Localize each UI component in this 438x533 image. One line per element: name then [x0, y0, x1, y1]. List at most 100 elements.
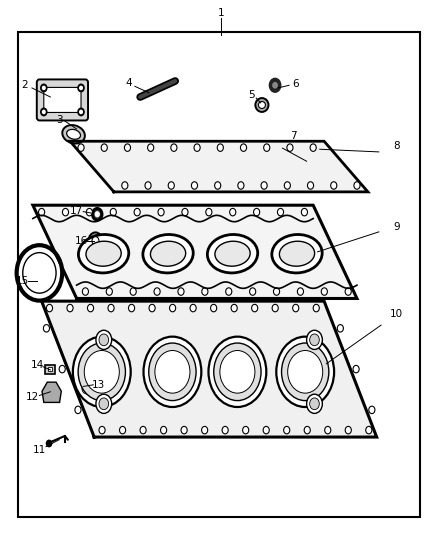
Circle shape: [313, 304, 319, 312]
Circle shape: [369, 406, 375, 414]
Circle shape: [282, 343, 329, 401]
Circle shape: [99, 334, 109, 346]
Circle shape: [99, 426, 105, 434]
Text: 4: 4: [126, 78, 133, 87]
Circle shape: [171, 144, 177, 151]
Circle shape: [220, 351, 255, 393]
Circle shape: [59, 366, 65, 373]
Circle shape: [86, 208, 92, 216]
Circle shape: [277, 208, 283, 216]
Circle shape: [148, 144, 154, 151]
Ellipse shape: [150, 241, 186, 266]
Circle shape: [222, 426, 228, 434]
Circle shape: [155, 351, 190, 393]
Ellipse shape: [272, 235, 322, 273]
Circle shape: [17, 245, 62, 301]
Polygon shape: [42, 301, 377, 437]
Circle shape: [149, 304, 155, 312]
Circle shape: [80, 86, 82, 90]
Circle shape: [42, 86, 45, 90]
Circle shape: [345, 288, 351, 295]
Circle shape: [273, 83, 277, 88]
Circle shape: [240, 144, 247, 151]
Text: 2: 2: [21, 80, 28, 90]
Circle shape: [140, 426, 146, 434]
Circle shape: [158, 208, 164, 216]
Circle shape: [88, 232, 102, 249]
Circle shape: [215, 182, 221, 189]
Circle shape: [23, 253, 56, 293]
Text: 14: 14: [31, 360, 44, 370]
Circle shape: [304, 426, 310, 434]
Circle shape: [288, 351, 323, 393]
Circle shape: [345, 426, 351, 434]
Polygon shape: [33, 205, 357, 298]
Circle shape: [321, 288, 327, 295]
Text: 13: 13: [92, 380, 105, 390]
Text: 15: 15: [16, 277, 29, 286]
Text: 9: 9: [393, 222, 400, 231]
Circle shape: [276, 337, 334, 407]
Ellipse shape: [86, 241, 121, 266]
Ellipse shape: [258, 101, 265, 109]
Circle shape: [67, 304, 73, 312]
Circle shape: [226, 288, 232, 295]
Circle shape: [75, 406, 81, 414]
Circle shape: [354, 182, 360, 189]
Circle shape: [201, 426, 208, 434]
Circle shape: [231, 304, 237, 312]
Circle shape: [99, 398, 109, 410]
Circle shape: [251, 304, 258, 312]
Circle shape: [325, 426, 331, 434]
Circle shape: [149, 343, 196, 401]
Circle shape: [94, 381, 101, 389]
Circle shape: [161, 426, 167, 434]
Circle shape: [307, 182, 314, 189]
Circle shape: [261, 182, 267, 189]
Ellipse shape: [255, 98, 268, 112]
Circle shape: [297, 288, 304, 295]
Ellipse shape: [279, 241, 314, 266]
Circle shape: [214, 343, 261, 401]
Circle shape: [170, 304, 176, 312]
Circle shape: [78, 377, 95, 399]
Circle shape: [78, 84, 84, 92]
Circle shape: [310, 334, 319, 346]
Circle shape: [353, 366, 359, 373]
Circle shape: [272, 304, 278, 312]
Circle shape: [208, 337, 266, 407]
Ellipse shape: [215, 241, 250, 266]
Circle shape: [254, 208, 260, 216]
Circle shape: [331, 182, 337, 189]
Circle shape: [82, 382, 92, 394]
Text: 5: 5: [248, 90, 255, 100]
Circle shape: [96, 330, 112, 350]
Circle shape: [181, 426, 187, 434]
Text: 7: 7: [290, 131, 297, 141]
Circle shape: [73, 337, 131, 407]
Polygon shape: [70, 141, 368, 192]
Circle shape: [269, 78, 281, 92]
Ellipse shape: [143, 235, 193, 273]
Circle shape: [263, 426, 269, 434]
Circle shape: [191, 182, 198, 189]
Circle shape: [243, 426, 249, 434]
Text: 12: 12: [26, 392, 39, 402]
Circle shape: [284, 182, 290, 189]
Circle shape: [96, 394, 112, 414]
Circle shape: [92, 208, 102, 220]
Text: 1: 1: [218, 9, 225, 18]
FancyBboxPatch shape: [44, 87, 81, 112]
Circle shape: [120, 426, 126, 434]
Circle shape: [124, 144, 131, 151]
Circle shape: [211, 304, 217, 312]
Circle shape: [217, 144, 223, 151]
Circle shape: [78, 144, 84, 151]
Circle shape: [145, 182, 151, 189]
Circle shape: [190, 304, 196, 312]
Circle shape: [144, 337, 201, 407]
Circle shape: [366, 426, 372, 434]
Circle shape: [108, 304, 114, 312]
Circle shape: [284, 426, 290, 434]
Circle shape: [307, 394, 322, 414]
